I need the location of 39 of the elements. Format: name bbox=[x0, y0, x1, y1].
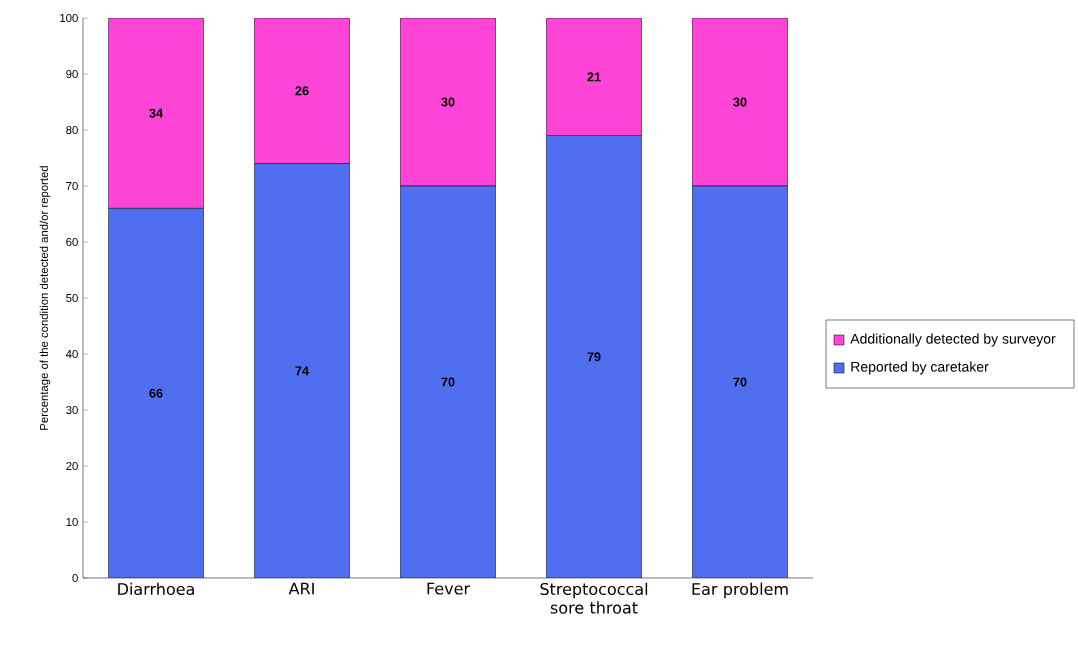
bar bbox=[692, 17, 788, 187]
bar bbox=[108, 17, 204, 209]
y-tick-label: 0 bbox=[72, 573, 78, 582]
y-tick-label: 90 bbox=[66, 69, 78, 78]
y-tick-label: 30 bbox=[66, 405, 78, 414]
data-label: 26 bbox=[295, 86, 309, 96]
data-label: 79 bbox=[587, 352, 601, 362]
data-label: 70 bbox=[441, 377, 455, 387]
bar bbox=[546, 135, 642, 578]
data-label: 30 bbox=[441, 97, 455, 107]
bar bbox=[108, 208, 204, 578]
y-tick-label: 80 bbox=[66, 125, 78, 134]
bar bbox=[400, 17, 496, 187]
x-tick-label: ARI bbox=[288, 582, 314, 595]
data-label: 74 bbox=[295, 366, 309, 376]
data-label: 66 bbox=[149, 388, 163, 398]
y-tick-label: 70 bbox=[66, 181, 78, 190]
data-label: 21 bbox=[587, 72, 601, 82]
y-tick-label: 10 bbox=[66, 517, 78, 526]
y-tick-label: 50 bbox=[66, 293, 78, 302]
y-tick-label: 100 bbox=[60, 13, 78, 22]
y-tick-label: 20 bbox=[66, 461, 78, 470]
x-tick-label: Diarrhoea bbox=[118, 582, 194, 596]
y-tick-label: 60 bbox=[66, 237, 78, 246]
data-label: 30 bbox=[733, 97, 747, 107]
x-tick-label: Streptococcal sore throat bbox=[540, 582, 648, 614]
legend-label: Additionally detected by surveyor bbox=[850, 333, 1056, 347]
y-tick-label: 40 bbox=[65, 349, 78, 358]
bar bbox=[692, 185, 788, 578]
y-axis-title: Percentage of the condition detected and/or reported bbox=[39, 166, 51, 430]
text: Reported by caretaker bbox=[851, 361, 989, 375]
bar bbox=[254, 163, 350, 578]
x-tick-label: Fever bbox=[427, 582, 471, 595]
data-label: 34 bbox=[149, 108, 163, 118]
data-label: 70 bbox=[733, 377, 747, 387]
bar bbox=[546, 17, 642, 136]
x-tick-label: Ear problem bbox=[692, 582, 788, 599]
bar bbox=[400, 185, 496, 578]
bar bbox=[254, 17, 350, 164]
